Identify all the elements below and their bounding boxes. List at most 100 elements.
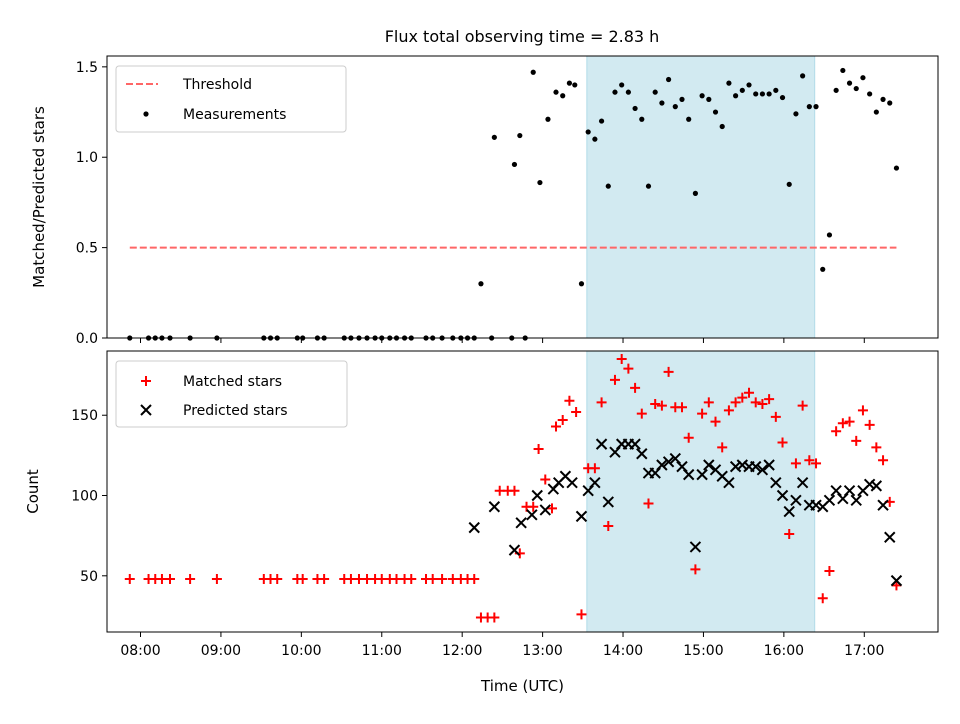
- measurement-point: [719, 123, 725, 130]
- predicted-star-point: [656, 459, 668, 471]
- measurement-point: [766, 91, 772, 97]
- matched-star-point: [297, 574, 308, 585]
- matched-star-point: [790, 458, 801, 469]
- measurement-point: [820, 266, 826, 272]
- measurement-point: [786, 181, 792, 187]
- matched-star-point: [864, 419, 875, 430]
- matched-star-point: [636, 408, 647, 419]
- predicted-star-point: [763, 459, 775, 471]
- matched-star-point: [831, 426, 842, 437]
- measurement-point: [840, 67, 846, 74]
- predicted-star-point: [696, 468, 708, 481]
- matched-star-point: [744, 387, 755, 398]
- matched-star-point: [427, 574, 438, 585]
- observing-interval-shade: [586, 55, 816, 339]
- legend-predicted-label: Predicted stars: [183, 403, 288, 419]
- matched-star-point: [509, 485, 520, 496]
- measurement-point: [612, 89, 618, 95]
- matched-star-point: [811, 458, 822, 469]
- plot-frame: [106, 350, 939, 633]
- predicted-star-point: [566, 476, 578, 489]
- matched-star-point: [656, 400, 667, 411]
- matched-star-point: [489, 612, 500, 623]
- matched-star-point: [824, 565, 835, 576]
- measurement-point: [706, 96, 712, 102]
- predicted-star-point: [850, 494, 862, 507]
- bottom-panel: 50 100 150 08:00 09:00 10:00 11:00 12:00 13:00 14…: [24, 350, 939, 695]
- measurement-point: [578, 281, 585, 287]
- predicted-star-point: [810, 499, 822, 511]
- legend-matched-label: Matched stars: [183, 374, 282, 390]
- matched-star-point: [603, 521, 614, 532]
- measurement-point: [572, 82, 578, 88]
- predicted-star-point: [884, 531, 896, 543]
- matched-star-point: [784, 529, 795, 540]
- legend-threshold-label: Threshold: [182, 77, 252, 93]
- measurement-point: [517, 132, 523, 139]
- matched-star-point: [643, 498, 654, 509]
- measurement-point: [511, 161, 518, 168]
- matched-star-point: [571, 407, 582, 418]
- predicted-star-point: [843, 484, 856, 497]
- matched-star-point: [764, 394, 775, 405]
- predicted-star-point: [629, 438, 641, 450]
- predicted-star-point: [602, 496, 614, 508]
- matched-star-point: [528, 501, 539, 512]
- predicted-star-point: [595, 438, 608, 450]
- predicted-star-point: [508, 544, 521, 556]
- predicted-star-point: [636, 448, 648, 460]
- matched-star-point: [437, 574, 448, 585]
- matched-star-point: [546, 503, 557, 514]
- measurement-point: [833, 87, 839, 93]
- matched-star-point: [683, 432, 694, 443]
- matched-star-point: [817, 593, 828, 604]
- predicted-star-point: [729, 460, 742, 473]
- measurement-point: [632, 105, 638, 112]
- measurement-point: [779, 94, 786, 101]
- matched-star-point: [804, 455, 815, 466]
- predicted-star-point: [790, 494, 802, 507]
- measurement-point: [491, 134, 497, 140]
- measurement-point: [478, 281, 484, 287]
- measurement-point: [880, 96, 886, 102]
- matched-star-point: [623, 363, 634, 374]
- measurement-point: [679, 96, 685, 102]
- matched-star-point: [690, 564, 701, 575]
- matched-star-point: [564, 395, 575, 406]
- predicted-star-point: [682, 468, 695, 481]
- predicted-star-point: [723, 476, 735, 489]
- matched-star-point: [663, 366, 674, 377]
- matched-star-point: [737, 392, 748, 403]
- predicted-star-point: [662, 456, 675, 468]
- predicted-star-point: [770, 476, 782, 489]
- matched-star-point: [630, 382, 641, 393]
- predicted-star-point: [756, 464, 769, 476]
- matched-star-point: [533, 443, 544, 454]
- x-tick-label: 12:00: [442, 643, 482, 659]
- y-axis-label: Count: [24, 469, 42, 514]
- measurement-point: [530, 69, 536, 75]
- x-tick-label: 09:00: [201, 643, 241, 659]
- matched-star-point: [676, 402, 687, 413]
- legend-measurements-label: Measurements: [183, 107, 286, 123]
- x-tick-label: 13:00: [522, 643, 562, 659]
- matched-star-point: [730, 397, 741, 408]
- measurement-point: [846, 80, 853, 86]
- measurement-point: [860, 75, 866, 81]
- predicted-star-point: [890, 574, 903, 587]
- predicted-star-point: [783, 505, 795, 518]
- measurement-point: [726, 80, 732, 86]
- measurement-point: [873, 109, 879, 115]
- predicted-star-point: [703, 459, 715, 471]
- predicted-star-point: [488, 501, 501, 513]
- predicted-star-point: [468, 521, 480, 534]
- measurement-point: [537, 179, 543, 186]
- measurement-point: [893, 165, 900, 171]
- top-panel: 0.0 0.5 1.0 1.5 Matched/Predicted stars Thres…: [30, 55, 939, 347]
- predicted-star-point: [796, 476, 809, 489]
- measurement-point: [672, 104, 678, 110]
- plot-frame: [106, 55, 939, 339]
- measurement-point: [553, 89, 559, 95]
- x-tick-label: 08:00: [120, 643, 160, 659]
